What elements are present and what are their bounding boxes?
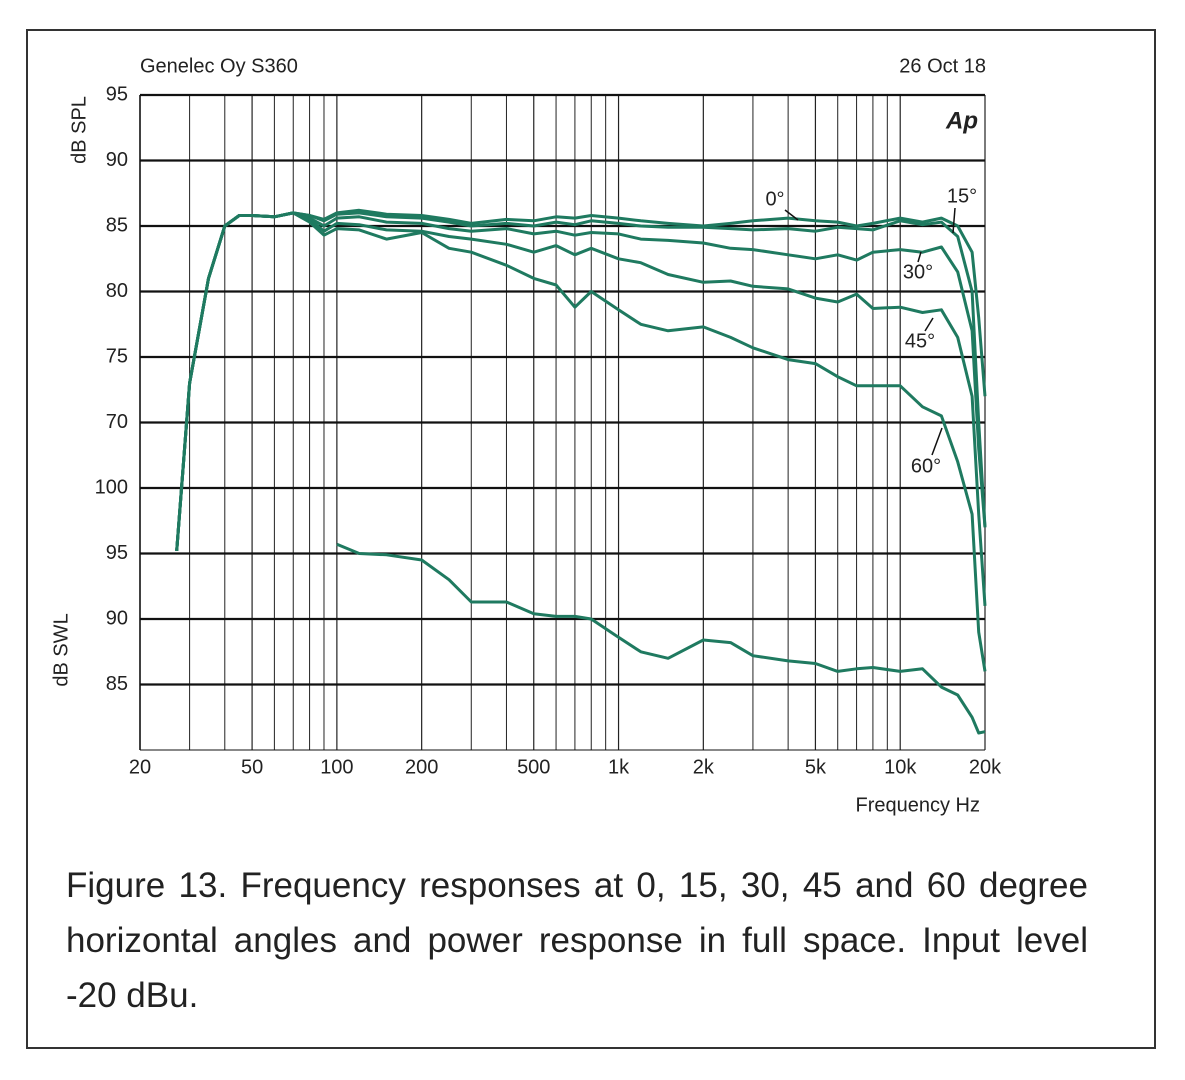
x-tick-label: 5k [805, 756, 827, 778]
series-line [175, 208, 987, 552]
y-tick-label: 80 [106, 280, 128, 302]
x-tick-label: 10k [884, 756, 917, 778]
y-tick-label: 75 [106, 345, 128, 367]
x-tick-label: 20 [129, 756, 151, 778]
x-tick-label: 200 [405, 756, 438, 778]
y2-tick-label: 95 [106, 542, 128, 564]
series-line [175, 211, 987, 552]
logo: Ap [945, 107, 978, 134]
y2-tick-label: 85 [106, 673, 128, 695]
chart-date: 26 Oct 18 [899, 55, 986, 77]
label-leader [917, 251, 922, 263]
x-tick-label: 500 [517, 756, 550, 778]
series-label: 45° [905, 330, 935, 352]
y2-axis-label: dB SWL [50, 613, 72, 686]
series-line [336, 542, 986, 735]
label-leader [952, 207, 956, 234]
series-label: 30° [903, 261, 933, 283]
x-tick-label: 100 [320, 756, 353, 778]
caption: Figure 13. Frequency responses at 0, 15,… [66, 866, 1088, 1015]
series-label: 60° [911, 455, 941, 477]
x-axis-label: Frequency Hz [856, 794, 981, 816]
x-tick-label: 50 [241, 756, 263, 778]
series-label: 15° [947, 185, 977, 207]
series-line [175, 211, 987, 607]
y2-tick-label: 90 [106, 607, 128, 629]
y-tick-label: 90 [106, 149, 128, 171]
series-line [175, 211, 987, 552]
x-tick-label: 2k [693, 756, 715, 778]
chart-title: Genelec Oy S360 [140, 55, 298, 77]
label-leader [784, 209, 799, 221]
x-tick-label: 1k [608, 756, 630, 778]
x-tick-label: 20k [969, 756, 1002, 778]
frame [26, 29, 1156, 1049]
y2-tick-label: 100 [95, 476, 128, 498]
series-line [175, 211, 987, 672]
y-axis-label: dB SPL [68, 96, 90, 164]
label-leader [924, 317, 934, 332]
y-tick-label: 95 [106, 83, 128, 105]
series-label: 0° [765, 188, 784, 210]
y-tick-label: 70 [106, 411, 128, 433]
y-tick-label: 85 [106, 214, 128, 236]
label-leader [931, 427, 943, 456]
